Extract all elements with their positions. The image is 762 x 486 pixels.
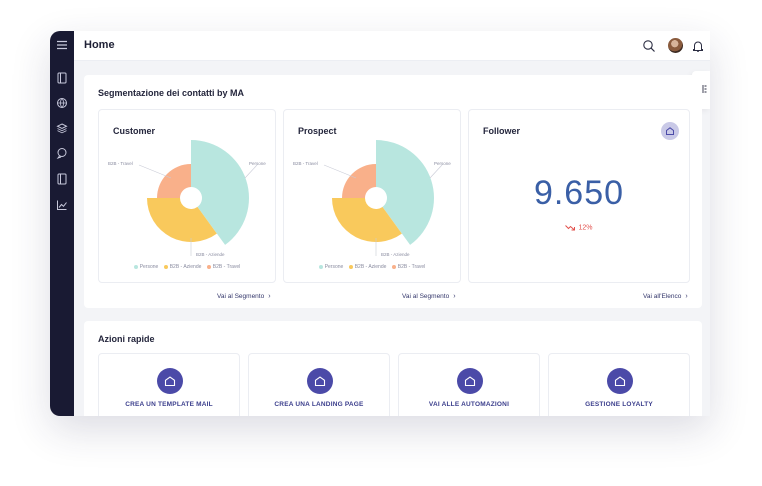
action-go-to-automations[interactable]: VAI ALLE AUTOMAZIONI <box>398 353 540 416</box>
trend-indicator: 12% <box>469 224 689 231</box>
pie-slice-b2b-travel[interactable] <box>157 164 191 198</box>
avatar[interactable] <box>668 38 683 53</box>
chevron-right-icon: › <box>685 293 688 300</box>
label-leader-line <box>138 164 172 179</box>
go-to-segment-link[interactable]: Vai al Segmento › <box>402 293 456 300</box>
follower-badge[interactable] <box>661 122 679 140</box>
legend-item: B2B - Travel <box>391 264 425 270</box>
chevron-right-icon: › <box>453 293 456 300</box>
sidebar <box>50 31 74 416</box>
chat-icon[interactable] <box>55 146 69 160</box>
home-icon <box>314 376 326 387</box>
quick-actions-panel: Azioni rapide CREA UN TEMPLATE MAIL CREA… <box>84 321 702 416</box>
pie-slice-b2b-aziende[interactable] <box>332 198 402 243</box>
action-label: VAI ALLE AUTOMAZIONI <box>428 401 510 408</box>
label-leader-line <box>323 164 357 179</box>
chart-legend: Persone B2B - Aziende B2B - Travel <box>284 264 460 270</box>
pie-label-travel: B2B - Travel <box>108 161 133 166</box>
legend-item: Persone <box>318 264 343 270</box>
label-leader-line <box>429 164 443 179</box>
menu-icon[interactable] <box>55 38 69 52</box>
go-to-segment-link[interactable]: Vai al Segmento › <box>217 293 271 300</box>
chevron-right-icon: › <box>268 293 271 300</box>
card-title: Prospect <box>298 126 337 136</box>
bell-icon[interactable] <box>691 39 705 53</box>
pie-slice-persone[interactable] <box>376 140 434 245</box>
customer-card: Customer B2B - Travel Persone B2B - Azie… <box>98 109 276 283</box>
action-icon-circle <box>307 368 333 394</box>
action-label: CREA UN TEMPLATE MAIL <box>125 401 213 408</box>
contacts-book-icon[interactable] <box>55 71 69 85</box>
card-title: Customer <box>113 126 156 136</box>
home-icon <box>666 127 674 135</box>
pie-label-aziende: B2B - Aziende <box>381 252 410 257</box>
action-icon-circle <box>607 368 633 394</box>
search-icon[interactable] <box>642 39 656 53</box>
follower-count: 9.650 <box>533 174 625 212</box>
legend-item: B2B - Travel <box>206 264 240 270</box>
analytics-chart-icon[interactable] <box>55 198 69 212</box>
action-loyalty-management[interactable]: GESTIONE LOYALTY <box>548 353 690 416</box>
home-icon <box>614 376 626 387</box>
label-leader-line <box>244 164 258 179</box>
prospect-pie-chart <box>323 140 443 256</box>
home-icon <box>164 376 176 387</box>
globe-icon[interactable] <box>55 96 69 110</box>
legend-item: Persone <box>133 264 158 270</box>
document-icon[interactable] <box>55 172 69 186</box>
pie-slice-b2b-travel[interactable] <box>342 164 376 198</box>
top-bar: Home <box>74 31 710 61</box>
card-title: Follower <box>483 126 521 136</box>
layers-icon[interactable] <box>55 121 69 135</box>
action-icon-circle <box>457 368 483 394</box>
action-label: GESTIONE LOYALTY <box>585 401 653 408</box>
customer-pie-chart <box>138 140 258 256</box>
pie-label-persone: Persone <box>434 161 451 166</box>
legend-item: B2B - Aziende <box>163 264 201 270</box>
action-icon-circle <box>157 368 183 394</box>
trend-down-icon <box>565 225 576 231</box>
pie-label-aziende: B2B - Aziende <box>196 252 225 257</box>
pie-slice-b2b-aziende[interactable] <box>147 198 217 243</box>
pie-label-travel: B2B - Travel <box>293 161 318 166</box>
pie-label-persone: Persone <box>249 161 266 166</box>
action-label: CREA UNA LANDING PAGE <box>274 401 364 408</box>
segmentation-panel: Segmentazione dei contatti by MA Custome… <box>84 75 702 308</box>
pie-slice-persone[interactable] <box>191 140 249 245</box>
panel-title: Azioni rapide <box>98 334 155 344</box>
prospect-card: Prospect B2B - Travel Persone B2B - Azie… <box>283 109 461 283</box>
action-create-landing-page[interactable]: CREA UNA LANDING PAGE <box>248 353 390 416</box>
legend-item: B2B - Aziende <box>348 264 386 270</box>
action-create-template-mail[interactable]: CREA UN TEMPLATE MAIL <box>98 353 240 416</box>
go-to-list-link[interactable]: Vai all'Elenco › <box>643 293 688 300</box>
chart-legend: Persone B2B - Aziende B2B - Travel <box>99 264 275 270</box>
page-title: Home <box>84 39 115 51</box>
panel-title: Segmentazione dei contatti by MA <box>98 88 245 98</box>
follower-card: Follower 9.650 12% <box>468 109 690 283</box>
home-icon <box>464 376 476 387</box>
app-window: Home Segmentazione dei contatti by MA Cu… <box>50 31 710 416</box>
